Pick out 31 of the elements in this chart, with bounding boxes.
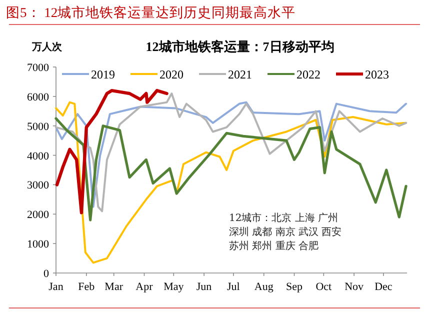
- y-tick-label: 4000: [27, 150, 50, 162]
- y-tick-label: 7000: [27, 62, 50, 74]
- x-tick-label: Oct: [316, 281, 332, 293]
- chart-subtitle: 12城市地铁客运量：7日移动平均: [146, 39, 334, 54]
- legend-label: 2019: [91, 68, 115, 82]
- x-tick-label: Aug: [254, 281, 274, 293]
- annotation: 苏州 郑州 重庆 合肥: [229, 240, 319, 254]
- x-tick-label: Mar: [104, 281, 124, 293]
- x-tick-label: Jul: [227, 281, 240, 293]
- y-tick-label: 1000: [27, 238, 50, 251]
- y-tick-label: 5000: [27, 120, 50, 133]
- y-tick-label: 6000: [27, 91, 50, 104]
- x-tick-label: Feb: [78, 281, 96, 293]
- legend-label: 2020: [160, 68, 184, 82]
- legend-label: 2022: [296, 68, 320, 82]
- x-tick-label: May: [164, 281, 184, 293]
- x-tick-label: Sep: [286, 281, 303, 293]
- x-tick-label: Apr: [136, 281, 154, 293]
- y-tick-label: 2000: [27, 209, 50, 222]
- x-tick-label: Jun: [196, 281, 212, 293]
- x-tick-label: Dec: [374, 281, 392, 293]
- annotation: 深圳 成都 南京 武汉 西安: [229, 226, 342, 240]
- legend-label: 2023: [365, 68, 389, 82]
- chart-title: 图5： 12城市地铁客运量达到历史同期最高水平: [6, 5, 296, 20]
- y-tick-label: 0: [44, 268, 50, 280]
- y-tick-label: 3000: [27, 180, 50, 192]
- x-tick-label: Jan: [48, 281, 64, 293]
- annotation: 12城市：北京 上海 广州: [229, 212, 338, 226]
- y-axis-title: 万人次: [31, 41, 63, 53]
- legend-label: 2021: [228, 68, 252, 82]
- x-tick-label: Nov: [344, 281, 364, 293]
